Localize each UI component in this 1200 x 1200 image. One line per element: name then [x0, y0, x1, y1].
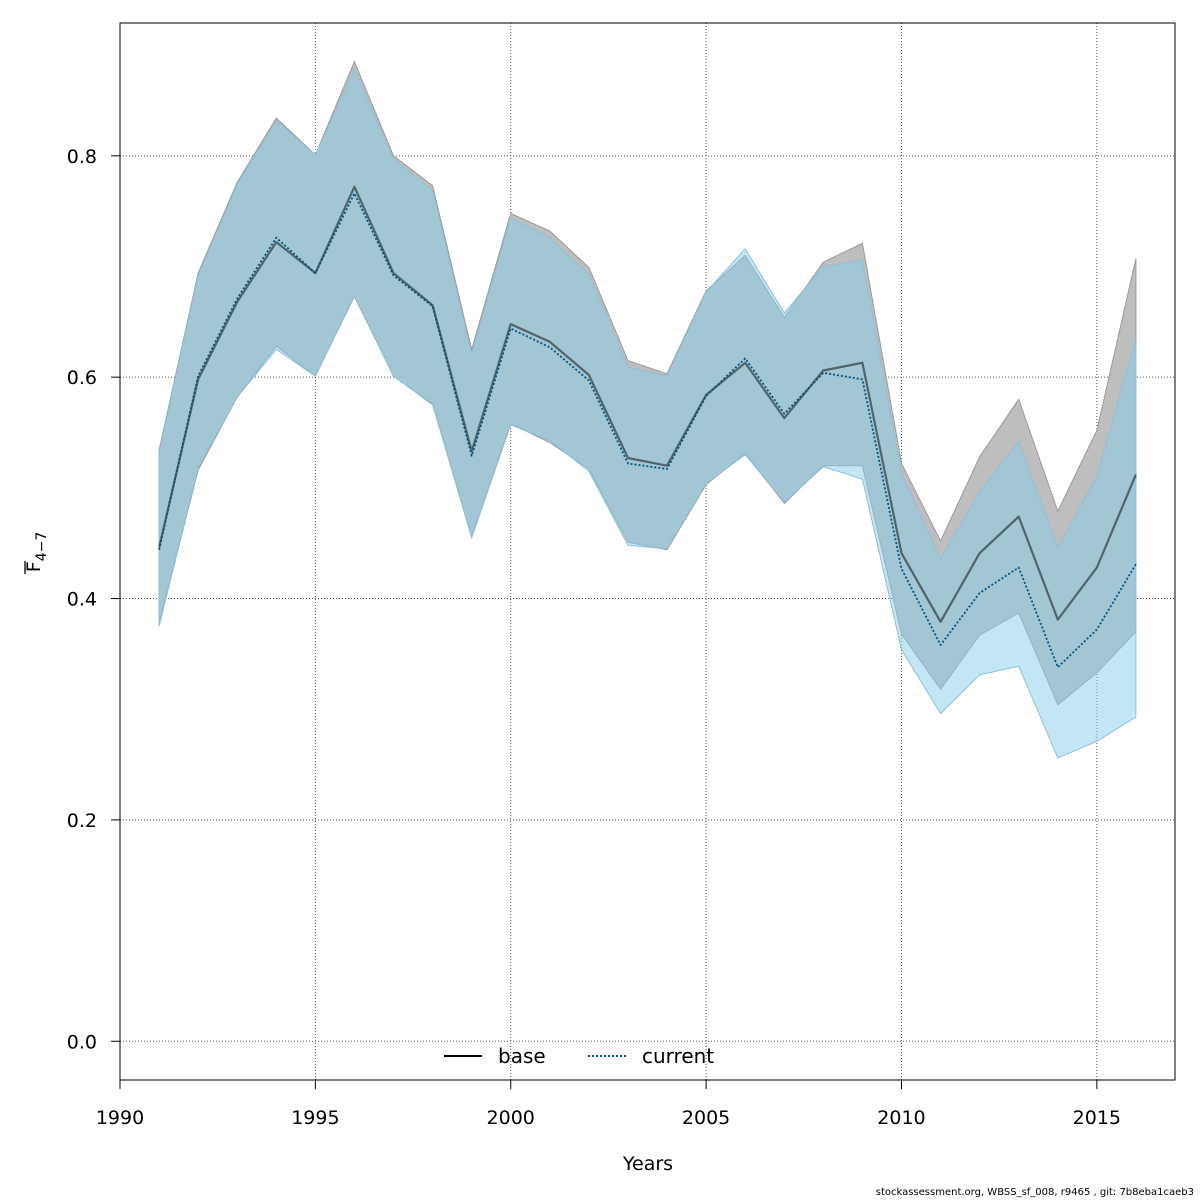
- legend-label-current: current: [642, 1044, 714, 1068]
- axes: 1990 1995 2000 2005 2010 2015 0.0 0.2 0.4 0.6 0.8: [67, 146, 1121, 1129]
- y-axis-title: F4−7: [23, 532, 50, 574]
- x-tick-label-2000: 2000: [487, 1107, 535, 1129]
- x-axis-title: Years: [622, 1153, 673, 1175]
- x-tick-label-2015: 2015: [1073, 1107, 1121, 1129]
- plot-frame: [119, 22, 1176, 1081]
- x-tick-label-1990: 1990: [96, 1107, 144, 1129]
- x-tick-label-1995: 1995: [291, 1107, 339, 1129]
- legend-label-base: base: [498, 1044, 546, 1068]
- y-tick-label-0.8: 0.8: [67, 146, 97, 168]
- footer-note: stockassessment.org, WBSS_sf_008, r9465 …: [875, 1187, 1194, 1198]
- y-tick-label-0.4: 0.4: [67, 589, 97, 611]
- y-tick-label-0.2: 0.2: [67, 810, 97, 832]
- y-tick-label-0.6: 0.6: [67, 367, 97, 389]
- line-current: [158, 192, 1137, 669]
- y-axis-title-main: F: [23, 561, 45, 572]
- series-lines: [158, 185, 1137, 669]
- confidence-bands: [158, 60, 1137, 759]
- x-tick-label-2005: 2005: [682, 1107, 730, 1129]
- y-tick-label-0: 0.0: [67, 1031, 97, 1053]
- svg-text:F4−7: F4−7: [23, 532, 50, 572]
- band-current: [158, 68, 1137, 759]
- legend: base current: [444, 1044, 714, 1068]
- y-axis-title-subscript: 4−7: [34, 532, 50, 562]
- x-tick-label-2010: 2010: [877, 1107, 925, 1129]
